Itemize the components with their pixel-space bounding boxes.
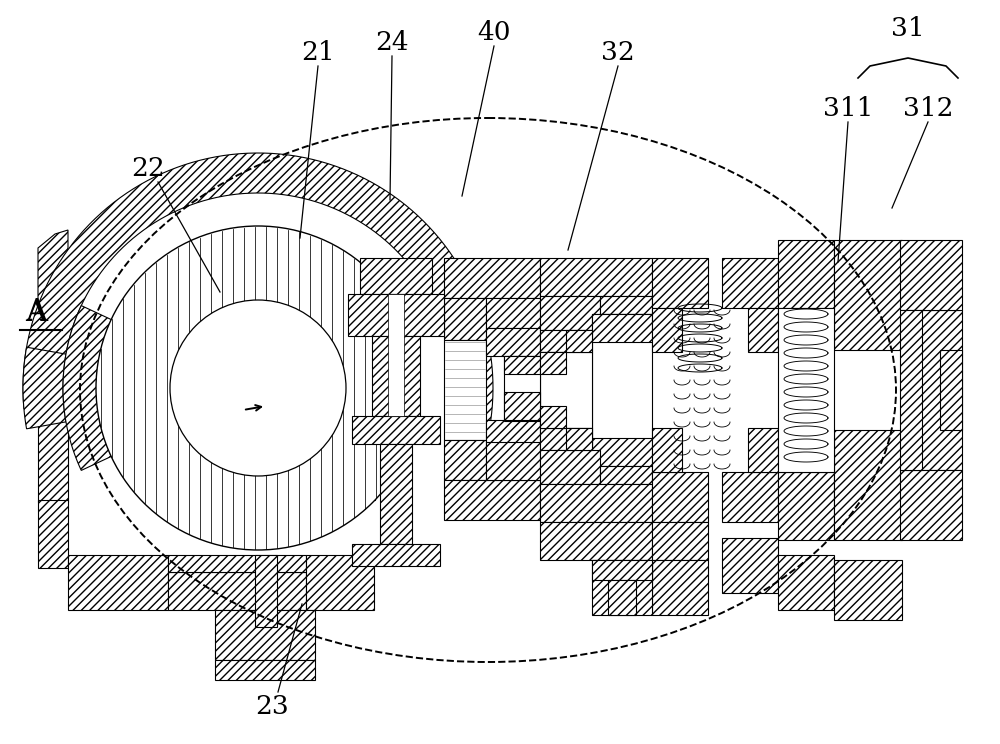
Polygon shape (360, 258, 432, 294)
Polygon shape (540, 428, 592, 450)
Polygon shape (834, 430, 902, 540)
Polygon shape (652, 560, 708, 615)
Polygon shape (940, 350, 962, 430)
Text: 32: 32 (601, 39, 635, 65)
Polygon shape (444, 480, 540, 520)
Circle shape (96, 226, 420, 550)
Polygon shape (778, 240, 834, 308)
Polygon shape (444, 440, 486, 480)
Text: 311: 311 (823, 95, 873, 121)
Polygon shape (486, 298, 540, 328)
Polygon shape (255, 555, 277, 627)
Polygon shape (722, 472, 778, 522)
Polygon shape (540, 484, 652, 522)
Polygon shape (444, 298, 486, 340)
Polygon shape (540, 352, 566, 374)
Polygon shape (900, 470, 962, 540)
Polygon shape (168, 555, 306, 572)
Text: A: A (25, 297, 47, 327)
Polygon shape (38, 302, 68, 502)
Polygon shape (652, 522, 708, 560)
Polygon shape (388, 294, 404, 416)
Polygon shape (444, 340, 486, 440)
Polygon shape (215, 660, 315, 680)
Polygon shape (540, 296, 600, 330)
Text: 24: 24 (375, 30, 409, 54)
Polygon shape (444, 258, 540, 298)
Polygon shape (68, 555, 168, 610)
Polygon shape (38, 230, 68, 302)
Polygon shape (340, 278, 375, 326)
Polygon shape (168, 572, 306, 610)
Polygon shape (748, 308, 778, 352)
Polygon shape (486, 328, 540, 356)
Polygon shape (23, 347, 66, 429)
Polygon shape (504, 356, 540, 374)
Polygon shape (352, 544, 440, 566)
Polygon shape (504, 356, 540, 421)
Text: 22: 22 (131, 155, 165, 181)
Polygon shape (600, 296, 652, 314)
Polygon shape (215, 610, 315, 660)
Polygon shape (63, 306, 113, 470)
Text: 21: 21 (301, 39, 335, 65)
Polygon shape (722, 258, 778, 308)
Polygon shape (340, 452, 375, 500)
Polygon shape (592, 560, 652, 580)
Polygon shape (592, 314, 652, 342)
Polygon shape (902, 310, 962, 470)
Polygon shape (608, 580, 636, 615)
Polygon shape (540, 450, 600, 484)
Polygon shape (778, 555, 834, 610)
Circle shape (170, 300, 346, 476)
Polygon shape (900, 310, 922, 470)
Polygon shape (504, 392, 540, 420)
Text: 312: 312 (903, 95, 953, 121)
Polygon shape (592, 314, 652, 466)
Polygon shape (348, 294, 444, 336)
Polygon shape (592, 560, 652, 615)
Polygon shape (778, 472, 834, 540)
Polygon shape (372, 336, 420, 416)
Polygon shape (566, 330, 592, 352)
Polygon shape (652, 258, 708, 308)
Text: 40: 40 (477, 19, 511, 45)
Polygon shape (834, 240, 902, 350)
Polygon shape (540, 352, 592, 428)
Polygon shape (486, 420, 540, 442)
Polygon shape (778, 308, 834, 472)
Polygon shape (566, 428, 592, 450)
Polygon shape (652, 472, 708, 522)
Polygon shape (600, 466, 652, 484)
Polygon shape (652, 428, 682, 472)
Text: 23: 23 (255, 693, 289, 719)
Polygon shape (352, 416, 440, 444)
Polygon shape (38, 500, 68, 568)
Polygon shape (380, 444, 412, 544)
Polygon shape (748, 428, 778, 472)
Polygon shape (540, 522, 652, 560)
Polygon shape (540, 330, 592, 352)
Polygon shape (592, 438, 652, 466)
Polygon shape (306, 555, 374, 610)
Text: A: A (26, 300, 46, 324)
Polygon shape (652, 308, 682, 352)
Polygon shape (834, 560, 902, 620)
Polygon shape (900, 240, 962, 310)
Polygon shape (23, 153, 493, 429)
Polygon shape (540, 406, 566, 428)
Polygon shape (722, 538, 778, 593)
Polygon shape (486, 440, 540, 480)
Polygon shape (540, 258, 652, 296)
Text: 31: 31 (891, 16, 925, 40)
